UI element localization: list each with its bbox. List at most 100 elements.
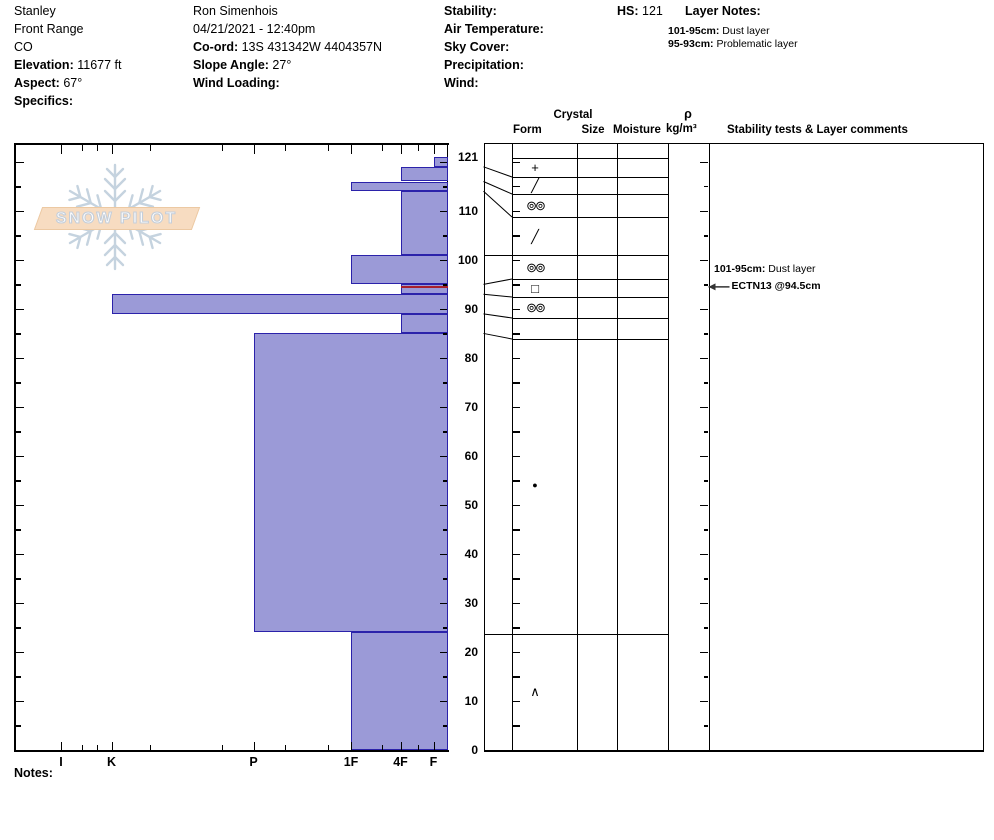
depth-tick-left (16, 480, 21, 482)
hardness-minor-tick-top (418, 145, 420, 151)
hardness-major-tick-top (61, 145, 63, 154)
table-vertical-1 (512, 143, 514, 750)
table-row-line-95cm (512, 279, 668, 281)
hardness-major-tick-bottom (400, 742, 402, 750)
depth-label-60: 60 (464, 448, 478, 463)
depth-tick-left (16, 259, 24, 262)
hardness-minor-tick-bottom (285, 745, 287, 750)
hardness-minor-tick-top (82, 145, 84, 151)
depth-tick-right (442, 235, 447, 237)
density-depth-tick (704, 578, 708, 580)
hardness-major-tick-top (253, 145, 255, 154)
grain-symbol-depth-hoar: ∧ (530, 683, 540, 699)
depth-tick-left (16, 553, 24, 556)
chart-top-axis (14, 143, 449, 145)
density-depth-tick (699, 455, 708, 458)
site-name: Stanley (14, 4, 56, 18)
chart-bottom-axis (14, 750, 449, 752)
depth-tick-right (442, 333, 447, 335)
form-depth-tick (513, 431, 520, 433)
depth-tick-right (439, 161, 447, 164)
hardness-minor-tick-top (150, 145, 152, 151)
snow-layer-bar-95-93cm (400, 284, 448, 295)
density-depth-tick (704, 480, 708, 482)
depth-tick-left (16, 455, 24, 458)
form-column-header: Form (513, 124, 542, 136)
layer-note-2: 95-93cm: Problematic layer (668, 38, 798, 51)
elevation-value: 11677 ft (77, 58, 122, 72)
leader-line-straight-101cm (483, 255, 512, 257)
hardness-minor-tick-top (222, 145, 224, 151)
hardness-minor-tick-bottom (328, 745, 330, 750)
snow-layer-bar-24-0cm (351, 632, 448, 750)
form-depth-tick (513, 700, 520, 703)
depth-label-20: 20 (464, 644, 478, 659)
depth-tick-right (442, 284, 447, 286)
hardness-major-tick-top (111, 145, 113, 154)
table-vertical-4 (668, 143, 670, 750)
density-depth-tick (704, 627, 708, 629)
depth-tick-left (16, 382, 21, 384)
depth-label-90: 90 (464, 301, 478, 316)
hs-block: HS: 121 (617, 2, 663, 20)
depth-tick-right (442, 627, 447, 629)
density-depth-tick (704, 725, 708, 727)
layer-comment-1: ECTN13 @94.5cm (732, 280, 821, 292)
table-row-line-93cm (512, 297, 668, 299)
form-depth-tick (513, 627, 520, 629)
grain-symbol-melt-freeze-clusters: ⊚⊚ (526, 300, 546, 315)
form-depth-tick (513, 235, 520, 237)
elevation-label: Elevation: (14, 58, 74, 72)
density-depth-tick (704, 235, 708, 237)
form-depth-tick (513, 676, 520, 678)
hardness-label-4F: 4F (393, 755, 408, 769)
coord-label: Co-ord: (193, 40, 239, 54)
hardness-major-tick-top (400, 145, 402, 154)
sky-cover-label: Sky Cover: (444, 40, 510, 54)
hardness-minor-tick-bottom (97, 745, 99, 750)
depth-tick-right (442, 529, 447, 531)
density-units-header: kg/m³ (666, 123, 697, 135)
form-depth-tick (513, 382, 520, 384)
table-row-line-114cm (512, 217, 668, 219)
depth-label-0: 0 (471, 743, 478, 757)
depth-label-30: 30 (464, 595, 478, 610)
table-row-line-116cm (512, 194, 668, 196)
depth-tick-left (16, 333, 21, 335)
coord-value: 13S 431342W 4404357N (241, 40, 382, 54)
hardness-label-P: P (249, 755, 258, 769)
table-row-line-24cm (512, 634, 668, 636)
depth-tick-left (16, 235, 21, 237)
depth-tick-right (439, 700, 447, 703)
depth-tick-left (16, 676, 21, 678)
depth-tick-left (16, 504, 24, 507)
depth-tick-left (16, 308, 24, 311)
density-depth-tick (704, 186, 708, 188)
moisture-column-header: Moisture (613, 124, 661, 136)
density-depth-tick (699, 651, 708, 654)
density-symbol-header: ρ (684, 107, 692, 121)
observation-datetime: 04/21/2021 - 12:40pm (193, 22, 316, 36)
snow-layer-bar-119-116cm (400, 166, 448, 182)
wind-loading: Wind Loading: (193, 74, 382, 92)
hardness-minor-tick-top (97, 145, 99, 151)
chart-left-axis (14, 143, 16, 752)
form-depth-tick (513, 210, 520, 212)
table-row-line-85cm (512, 339, 668, 341)
aspect-value: 67° (63, 76, 83, 90)
layer-notes-title: Layer Notes: (685, 4, 761, 18)
hardness-minor-tick-top (328, 145, 330, 151)
layer-note-2-range: 95-93cm: (668, 38, 714, 50)
table-bottom-border (483, 750, 984, 752)
density-depth-tick (699, 602, 708, 605)
stability-label: Stability: (444, 4, 497, 18)
hardness-label-K: K (106, 755, 117, 769)
notes-label: Notes: (14, 766, 53, 780)
depth-tick-right (439, 553, 447, 556)
table-top-border (483, 143, 983, 145)
form-depth-tick (513, 186, 520, 188)
form-depth-tick (513, 333, 520, 335)
slope-value: 27° (272, 58, 292, 72)
density-depth-tick (699, 406, 708, 409)
depth-tick-right (439, 210, 447, 213)
